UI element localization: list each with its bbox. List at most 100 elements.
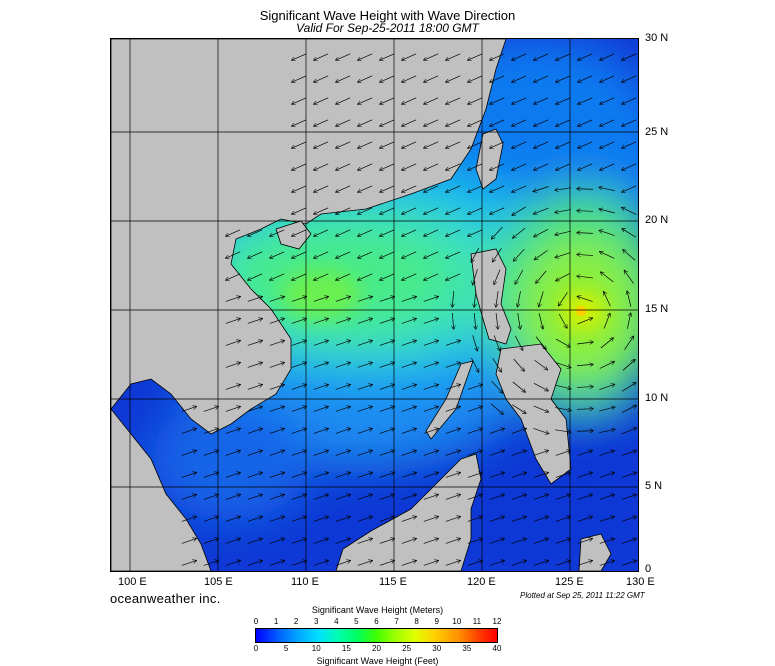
wave-arrow <box>555 429 571 432</box>
china-landmass <box>111 39 507 435</box>
wave-arrow <box>314 97 329 104</box>
wave-arrow <box>555 473 570 478</box>
wave-arrow <box>313 517 328 522</box>
wave-arrow <box>313 407 328 412</box>
meters-tick: 10 <box>452 617 462 626</box>
wave-arrow <box>291 319 306 324</box>
wave-arrow <box>576 409 593 410</box>
taiwan-island <box>475 128 504 190</box>
wave-arrow <box>269 539 284 544</box>
wave-arrow <box>622 119 637 126</box>
wave-arrow <box>489 495 504 500</box>
wave-arrow <box>313 341 328 346</box>
wave-arrow <box>292 97 307 104</box>
wave-arrow <box>513 358 525 371</box>
wave-arrow <box>336 75 351 82</box>
lon-label-130: 130 E <box>626 576 655 588</box>
wave-arrow <box>401 451 416 456</box>
wave-arrow <box>379 539 394 544</box>
wave-arrow <box>600 53 615 60</box>
wave-arrow <box>490 97 505 104</box>
colorbar-title-feet: Significant Wave Height (Feet) <box>316 656 439 666</box>
wave-arrow <box>512 185 527 192</box>
borneo-landmass <box>335 453 482 571</box>
wave-arrow <box>203 539 218 544</box>
wave-arrow <box>313 385 328 390</box>
wave-arrow <box>248 273 263 280</box>
map-title: Significant Wave Height with Wave Direct… <box>259 8 516 23</box>
philippines-islands <box>495 343 572 485</box>
wave-arrow <box>493 335 500 351</box>
wave-arrow <box>556 97 571 104</box>
wave-arrow <box>621 405 636 413</box>
wave-arrow <box>423 363 438 368</box>
wave-arrow <box>424 75 439 82</box>
wave-arrow <box>446 75 461 82</box>
wave-arrow <box>336 97 351 104</box>
wave-arrow <box>357 363 372 368</box>
wave-arrow <box>423 341 438 346</box>
wave-arrow <box>600 338 613 349</box>
wave-arrow <box>576 387 593 388</box>
wave-arrow <box>578 53 593 60</box>
wave-arrow <box>559 292 568 305</box>
wave-arrow <box>247 473 262 478</box>
wave-arrow <box>446 207 461 214</box>
wave-arrow <box>203 473 218 478</box>
wave-arrow <box>423 297 438 302</box>
wave-arrow <box>577 211 594 212</box>
wave-arrow <box>379 385 394 390</box>
wave-arrow <box>247 297 262 302</box>
wave-height-colorbar <box>255 628 498 643</box>
wave-arrow <box>225 341 240 346</box>
wave-arrow <box>555 230 571 235</box>
wave-arrow <box>336 273 351 280</box>
wave-arrow <box>446 185 461 192</box>
wave-arrow <box>467 473 482 478</box>
wave-arrow <box>445 495 460 500</box>
wave-arrow <box>424 97 439 104</box>
wave-height-map[interactable] <box>110 38 639 572</box>
wave-arrow <box>269 363 284 368</box>
wave-arrow <box>292 229 307 236</box>
wave-arrow <box>225 319 240 324</box>
wave-arrow <box>511 517 526 522</box>
wave-arrow <box>599 187 615 192</box>
wave-arrow <box>471 247 480 262</box>
feet-tick: 0 <box>253 644 259 653</box>
wave-arrow <box>512 119 527 126</box>
wave-arrow <box>489 429 504 434</box>
wave-arrow <box>336 141 351 148</box>
wave-arrow <box>577 342 593 344</box>
wave-arrow <box>599 209 615 214</box>
wave-arrow <box>181 561 196 566</box>
feet-tick: 15 <box>341 644 351 653</box>
wave-arrow <box>467 385 482 390</box>
wave-arrow <box>357 561 372 566</box>
wave-arrow <box>379 561 394 566</box>
wave-arrow <box>513 227 526 238</box>
wave-arrow <box>292 163 307 170</box>
wave-arrow <box>335 429 350 434</box>
wave-arrow <box>467 495 482 500</box>
meters-tick: 4 <box>334 617 339 626</box>
meters-tick: 5 <box>354 617 359 626</box>
wave-arrow <box>424 207 439 214</box>
wave-arrow <box>578 119 593 126</box>
wave-arrow <box>401 341 416 346</box>
wave-arrow <box>357 385 372 390</box>
lon-label-120: 120 E <box>467 576 496 588</box>
wave-arrow <box>492 358 502 371</box>
wave-arrow <box>314 273 329 280</box>
wave-arrow <box>512 53 527 60</box>
wave-arrow <box>599 561 614 566</box>
wave-arrow <box>181 451 196 456</box>
wave-arrow <box>577 451 592 456</box>
wave-arrow <box>401 429 416 434</box>
wave-arrow <box>226 229 241 236</box>
wave-arrow <box>467 561 482 566</box>
wave-arrow <box>490 207 505 214</box>
meters-tick: 1 <box>273 617 279 626</box>
wave-arrow <box>600 252 615 259</box>
wave-arrow <box>555 407 571 411</box>
